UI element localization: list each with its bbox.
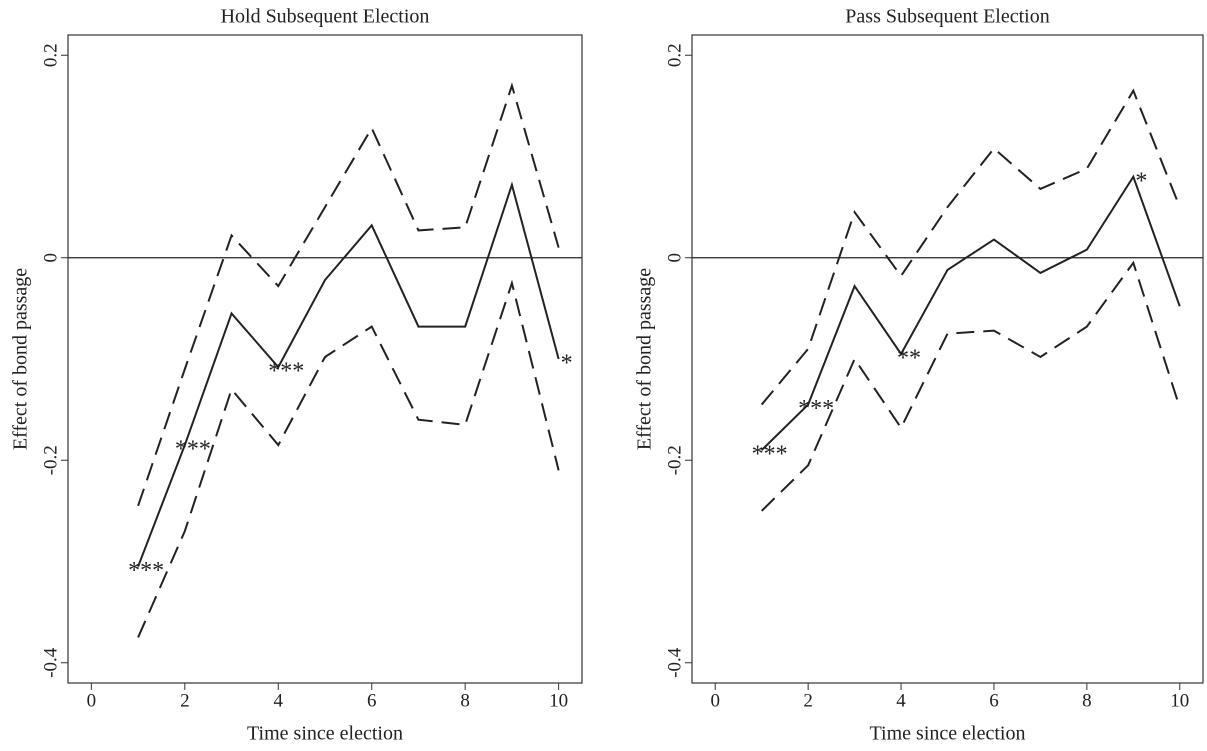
plot-frame bbox=[691, 34, 1204, 684]
x-tick-label: 0 bbox=[710, 690, 720, 711]
significance-label: *** bbox=[268, 359, 304, 385]
y-tick-label: -0.2 bbox=[40, 445, 61, 475]
series-line bbox=[137, 279, 560, 638]
series-line bbox=[137, 82, 560, 507]
series-line bbox=[760, 260, 1181, 512]
x-tick-label: 0 bbox=[87, 690, 97, 711]
x-tick-label: 8 bbox=[1082, 690, 1092, 711]
x-tick-label: 2 bbox=[803, 690, 813, 711]
y-axis-label: Effect of bond passage bbox=[10, 268, 32, 450]
x-tick-label: 8 bbox=[460, 690, 470, 711]
significance-label: *** bbox=[752, 442, 788, 468]
x-tick-label: 4 bbox=[896, 690, 906, 711]
y-tick-label: 0.2 bbox=[40, 43, 61, 67]
y-tick-label: -0.4 bbox=[40, 647, 61, 678]
significance-label: * bbox=[1135, 168, 1147, 194]
x-tick-label: 2 bbox=[180, 690, 190, 711]
x-tick-label: 6 bbox=[367, 690, 377, 711]
chart-title: Hold Subsequent Election bbox=[221, 6, 430, 28]
significance-label: ** bbox=[897, 345, 921, 371]
significance-label: *** bbox=[128, 558, 164, 584]
significance-label: *** bbox=[798, 396, 834, 422]
x-tick-label: 4 bbox=[274, 690, 284, 711]
x-axis-label: Time since election bbox=[870, 723, 1026, 745]
series-line bbox=[760, 88, 1181, 406]
significance-label: * bbox=[561, 351, 573, 377]
chart-title: Pass Subsequent Election bbox=[845, 6, 1049, 28]
y-axis-label: Effect of bond passage bbox=[634, 268, 656, 450]
y-tick-label: -0.4 bbox=[664, 647, 685, 678]
x-tick-label: 6 bbox=[989, 690, 999, 711]
x-tick-label: 10 bbox=[549, 690, 568, 711]
y-tick-label: -0.2 bbox=[664, 445, 685, 475]
y-tick-label: 0 bbox=[40, 253, 61, 263]
x-tick-label: 10 bbox=[1170, 690, 1189, 711]
series-line bbox=[137, 181, 560, 567]
y-tick-label: 0.2 bbox=[664, 43, 685, 67]
significance-label: *** bbox=[175, 437, 211, 463]
x-axis-label: Time since election bbox=[247, 723, 403, 745]
series-line bbox=[760, 174, 1181, 451]
y-tick-label: 0 bbox=[664, 253, 685, 263]
plot-frame bbox=[67, 34, 583, 684]
